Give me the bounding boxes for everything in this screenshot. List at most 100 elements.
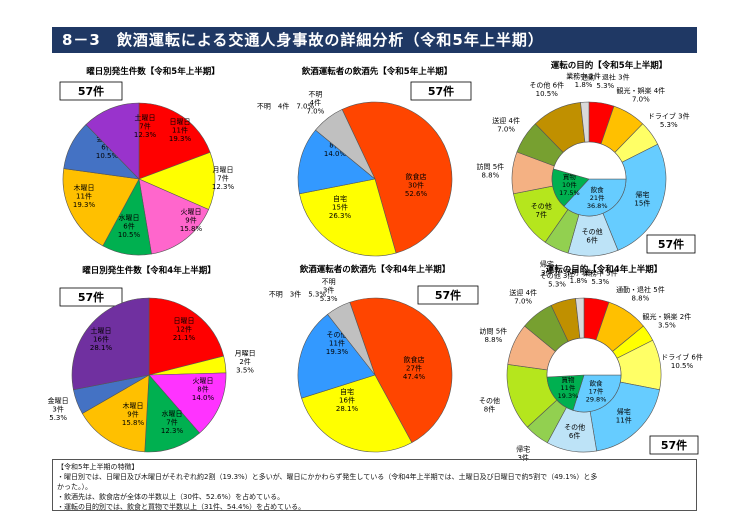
slice-label: 11件 [329,338,345,347]
donut-label: 送迎 4件 [509,288,537,297]
total-box [649,435,699,455]
donut-label: その他 6件 [529,81,564,90]
slice-label: 19.3% [73,201,96,209]
slice-label: 不明 3件 5.3% [269,290,327,299]
donut-label: 7.0% [514,298,532,306]
inner-slice [563,178,627,217]
donut-label: 5.3% [548,280,566,288]
slice-label: 5.3% [320,295,338,303]
slice-label: 7件 [217,173,228,182]
total-label: 57件 [661,438,687,452]
slice-label: 9件 [127,409,138,418]
slice-label: 21.1% [173,334,196,342]
inner-label: 17.5% [559,189,580,197]
slice-label: 不明 [322,278,336,286]
slice-label: 3件 [323,285,334,294]
inner-slice [553,141,627,180]
slice-label: 12.3% [134,131,157,139]
slice-label: 15.8% [122,419,145,427]
slice-label: 10.5% [96,152,119,160]
donut-label: 15件 [634,199,650,208]
slice-label: 4件 [310,98,321,107]
chart-title: 曜日別発生件数【令和4年上半期】 [82,265,215,276]
slice-label: 金曜日 [48,396,69,405]
pie-slice [85,102,140,180]
pie-slice [148,372,227,434]
total-box [59,81,123,101]
donut-label: 帰宅 [540,260,554,269]
slice-label: 52.6% [405,190,428,198]
slice-label: 自宅 [340,387,354,396]
slice-label: 7.0% [306,107,324,115]
inner-label: 29.8% [586,396,607,404]
notes-line: ・飲酒先は、飲食店が全体の半数以上（30件、52.6%）を占めている。 [57,493,285,501]
slice-label: 3.5% [236,367,254,375]
slice-label: 3件 [52,404,63,413]
pie-slice [62,168,140,247]
total-label: 57件 [428,84,454,98]
pie-slice [327,301,376,376]
chart-title: 飲酒運転者の飲酒先【令和5年上半期】 [301,66,452,77]
donut-label: その他 [479,396,500,405]
slice-label: 14.0% [192,394,215,402]
slice-label: 8件 [197,384,208,393]
slice-label: 月曜日 [235,350,256,358]
page-title: 8－3 飲酒運転による交通人身事故の詳細分析（令和5年上半期） [52,27,697,53]
donut-label: 3件 [541,268,552,277]
slice-label: 28.1% [336,405,359,413]
inner-label: 買物 [561,375,575,384]
donut-label: 6件 [586,236,597,245]
slice-label: 26.3% [329,212,352,220]
donut-label: 通勤・退社 3件 [581,73,630,82]
donut-label: 5.3% [596,82,614,90]
slice-label: 月曜日 [213,166,234,174]
slice-label: 14.0% [324,150,347,158]
chart-title: 曜日別発生件数【令和5年上半期】 [86,66,219,77]
donut-label: 観光・娯楽 2件 [643,312,692,321]
donut-label: 1.8% [575,81,593,89]
slice-label: 11件 [76,191,92,200]
donut-label: その他 [564,422,585,431]
slice-label: 16件 [339,395,355,404]
slice-label: その他 [327,330,348,339]
slice-label: 木曜日 [74,183,95,192]
slice-label: 自宅 [333,194,347,203]
slice-label: 木曜日 [123,401,144,410]
slice-label: 火曜日 [193,377,214,385]
donut-label: 観光・娯楽 4件 [616,86,665,95]
slice-label: 47.4% [403,373,426,381]
inner-slice [572,374,622,413]
slice-label: 土曜日 [91,326,112,335]
slice-label: 15件 [332,202,348,211]
pie-slice [138,102,211,180]
chart-title: 飲酒運転者の飲酒先【令和4年上半期】 [299,264,450,275]
slice-label: 28.1% [90,344,113,352]
slice-label: 火曜日 [181,208,202,216]
donut-label: 帰宅 [635,190,649,199]
slice-label: 土曜日 [135,113,156,122]
slice-label: 6件 [123,221,134,230]
inner-label: 19.3% [558,392,579,400]
pie-slice [138,178,209,255]
inner-label: 21件 [590,193,605,202]
donut-label: 3件 [517,453,528,462]
notes-heading: 【令和5年上半期の特徴】 [57,463,139,471]
donut-label: 10.5% [671,362,694,370]
slice-label: 10.5% [118,231,141,239]
donut-label: 8.8% [484,336,502,344]
total-label: 57件 [435,288,461,302]
donut-label: 10.5% [536,90,559,98]
inner-label: 飲食 [591,185,605,194]
donut-label: 7.0% [632,95,650,103]
notes-line: ・運転の目的別では、飲食と買物で半数以上（31件、54.4%）を占めている。 [57,503,306,511]
donut-label: ドライブ 6件 [661,353,703,362]
notes-box: 【令和5年上半期の特徴】 ・曜日別では、日曜日及び木曜日がそれぞれ約2割（19.… [52,459,697,511]
slice-label: 不明 [308,90,322,98]
pie-slice [349,297,453,444]
pie-slice [341,101,453,254]
donut-label: その他 [582,227,603,236]
slice-label: 12.3% [212,183,235,191]
slice-label: 日曜日 [170,118,191,126]
total-box [59,287,123,307]
inner-slice [546,337,622,378]
